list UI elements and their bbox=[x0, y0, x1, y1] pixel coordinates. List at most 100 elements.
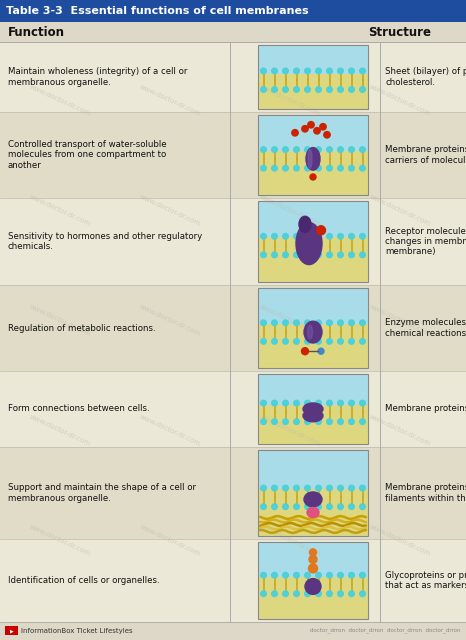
Circle shape bbox=[305, 234, 310, 239]
Circle shape bbox=[272, 87, 277, 92]
Circle shape bbox=[260, 400, 266, 406]
Text: Identification of cells or organelles.: Identification of cells or organelles. bbox=[8, 576, 160, 585]
Circle shape bbox=[260, 572, 266, 578]
Circle shape bbox=[320, 124, 326, 130]
Circle shape bbox=[283, 320, 288, 326]
Text: Table 3-3  Essential functions of cell membranes: Table 3-3 Essential functions of cell me… bbox=[6, 6, 308, 16]
Circle shape bbox=[315, 504, 321, 509]
Text: www.doctor-dr.com: www.doctor-dr.com bbox=[28, 83, 92, 117]
Circle shape bbox=[360, 147, 365, 152]
Circle shape bbox=[327, 320, 332, 326]
Text: Support and maintain the shape of a cell or
membranous organelle.: Support and maintain the shape of a cell… bbox=[8, 483, 196, 503]
Circle shape bbox=[327, 419, 332, 424]
Circle shape bbox=[314, 127, 320, 134]
Circle shape bbox=[294, 419, 299, 424]
Circle shape bbox=[294, 591, 299, 596]
Bar bbox=[258, 288, 368, 324]
Circle shape bbox=[316, 226, 325, 235]
Circle shape bbox=[315, 87, 321, 92]
Circle shape bbox=[315, 419, 321, 424]
Bar bbox=[258, 74, 368, 109]
Text: Function: Function bbox=[8, 26, 65, 38]
Circle shape bbox=[327, 485, 332, 491]
Circle shape bbox=[315, 400, 321, 406]
Circle shape bbox=[283, 572, 288, 578]
Circle shape bbox=[305, 68, 310, 74]
Circle shape bbox=[260, 68, 266, 74]
Circle shape bbox=[360, 68, 365, 74]
Bar bbox=[0, 540, 466, 622]
Text: www.doctor-dr.com: www.doctor-dr.com bbox=[368, 193, 432, 227]
Circle shape bbox=[294, 320, 299, 326]
Circle shape bbox=[327, 339, 332, 344]
Bar bbox=[258, 115, 368, 195]
Circle shape bbox=[294, 147, 299, 152]
Circle shape bbox=[272, 339, 277, 344]
Circle shape bbox=[302, 348, 308, 355]
Text: Controlled transport of water-soluble
molecules from one compartment to
another: Controlled transport of water-soluble mo… bbox=[8, 140, 167, 170]
Text: Sheet (bilayer) of phospholipids stabilised by
cholesterol.: Sheet (bilayer) of phospholipids stabili… bbox=[385, 67, 466, 87]
Circle shape bbox=[315, 165, 321, 171]
Circle shape bbox=[283, 485, 288, 491]
Circle shape bbox=[302, 125, 308, 132]
Circle shape bbox=[283, 504, 288, 509]
Text: InformationBox Ticket Lifestyles: InformationBox Ticket Lifestyles bbox=[21, 627, 133, 634]
Circle shape bbox=[283, 165, 288, 171]
Text: Maintain wholeness (integrity) of a cell or
membranous organelle.: Maintain wholeness (integrity) of a cell… bbox=[8, 67, 187, 87]
Circle shape bbox=[294, 485, 299, 491]
Bar bbox=[258, 542, 368, 577]
Circle shape bbox=[305, 87, 310, 92]
Circle shape bbox=[272, 320, 277, 326]
Circle shape bbox=[349, 339, 354, 344]
Text: Sensitivity to hormones and other regulatory
chemicals.: Sensitivity to hormones and other regula… bbox=[8, 232, 202, 251]
Circle shape bbox=[315, 252, 321, 258]
Ellipse shape bbox=[304, 492, 322, 507]
Circle shape bbox=[360, 504, 365, 509]
Circle shape bbox=[283, 87, 288, 92]
Circle shape bbox=[294, 252, 299, 258]
Circle shape bbox=[294, 234, 299, 239]
Circle shape bbox=[283, 591, 288, 596]
Circle shape bbox=[272, 252, 277, 258]
Circle shape bbox=[260, 87, 266, 92]
Bar bbox=[258, 115, 368, 151]
Circle shape bbox=[294, 572, 299, 578]
Bar bbox=[0, 22, 466, 42]
Text: www.doctor-dr.com: www.doctor-dr.com bbox=[368, 523, 432, 557]
Ellipse shape bbox=[296, 223, 322, 264]
Circle shape bbox=[360, 339, 365, 344]
Circle shape bbox=[260, 320, 266, 326]
Circle shape bbox=[272, 419, 277, 424]
Ellipse shape bbox=[305, 579, 321, 595]
Text: Glycoproteins or proteins in the membrane
that act as markers.: Glycoproteins or proteins in the membran… bbox=[385, 571, 466, 590]
Circle shape bbox=[308, 122, 314, 128]
Circle shape bbox=[260, 147, 266, 152]
Bar bbox=[0, 112, 466, 198]
Circle shape bbox=[272, 234, 277, 239]
Circle shape bbox=[305, 572, 310, 578]
Bar bbox=[0, 285, 466, 371]
Circle shape bbox=[349, 572, 354, 578]
Circle shape bbox=[315, 320, 321, 326]
Circle shape bbox=[292, 129, 298, 136]
Circle shape bbox=[360, 87, 365, 92]
Text: www.doctor-dr.com: www.doctor-dr.com bbox=[28, 523, 92, 557]
Circle shape bbox=[260, 252, 266, 258]
Circle shape bbox=[283, 400, 288, 406]
Ellipse shape bbox=[304, 321, 322, 343]
Circle shape bbox=[360, 485, 365, 491]
Circle shape bbox=[283, 234, 288, 239]
Circle shape bbox=[360, 320, 365, 326]
Circle shape bbox=[272, 165, 277, 171]
Circle shape bbox=[305, 320, 310, 326]
Circle shape bbox=[349, 400, 354, 406]
Circle shape bbox=[360, 400, 365, 406]
Bar bbox=[0, 622, 466, 640]
Circle shape bbox=[349, 68, 354, 74]
Bar bbox=[258, 45, 368, 109]
Circle shape bbox=[349, 87, 354, 92]
Circle shape bbox=[305, 591, 310, 596]
Circle shape bbox=[360, 165, 365, 171]
Text: Form connections between cells.: Form connections between cells. bbox=[8, 404, 150, 413]
Circle shape bbox=[305, 485, 310, 491]
